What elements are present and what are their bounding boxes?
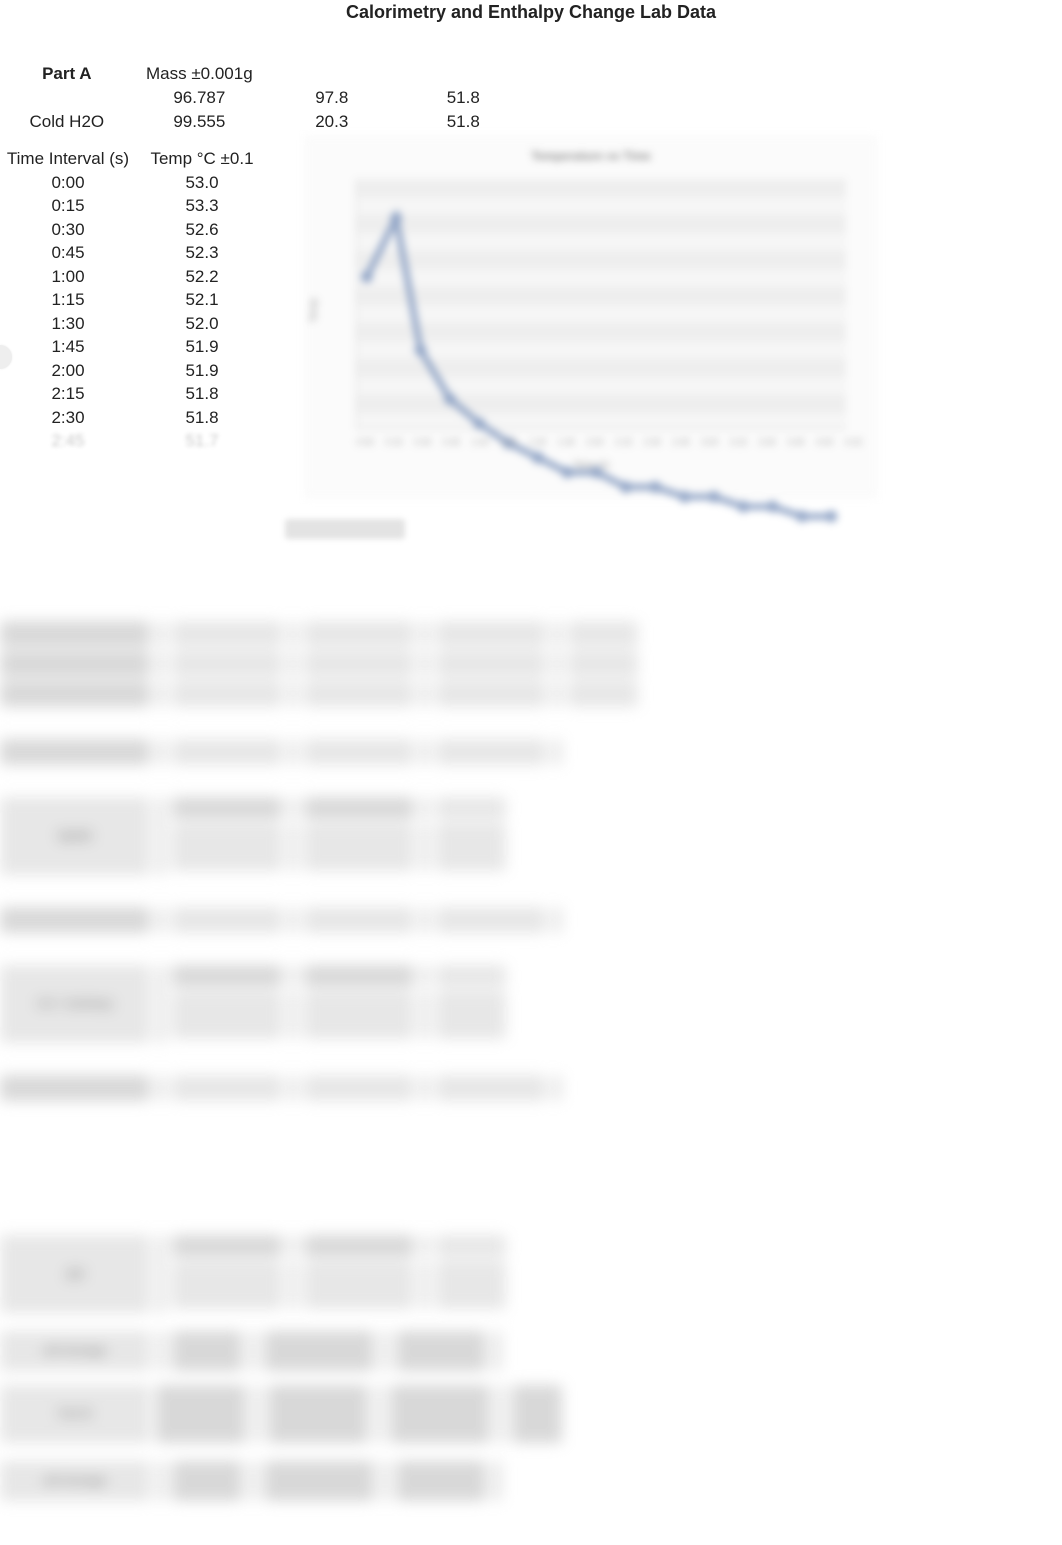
table-cell: 1:45 — [2, 336, 134, 358]
chart-title: Temperature vs Time — [306, 137, 876, 169]
blur-label: ΔH Average — [0, 1331, 150, 1371]
mass-table-header: Part A — [2, 63, 132, 85]
blur-label: HCl + NaOH(aq) — [0, 965, 150, 1043]
table-cell: 52.1 — [136, 289, 268, 311]
table-cell: 51.8 — [136, 383, 268, 405]
table-cell: 51.8 — [136, 407, 268, 429]
table-cell: 51.8 — [399, 87, 529, 109]
chart-plot-area: 0:000:150:300:451:001:151:301:452:002:15… — [356, 179, 846, 430]
table-header: Temp °C ±0.1 — [136, 148, 268, 170]
blur-label: Part B — [0, 1385, 150, 1443]
table-cell: 51.8 — [399, 111, 529, 133]
table-cell: 52.0 — [136, 313, 268, 335]
table-cell: 0:15 — [2, 195, 134, 217]
table-cell: 0:45 — [2, 242, 134, 264]
table-cell: 97.8 — [267, 87, 396, 109]
temp-vs-time-chart: Temperature vs Time Temp 0:000:150:300:4… — [305, 136, 877, 498]
table-header: Time Interval (s) — [2, 148, 134, 170]
mass-table-header — [399, 63, 529, 85]
table-cell: 53.3 — [136, 195, 268, 217]
time-temp-table: Time Interval (s) Temp °C ±0.1 0:0053.00… — [0, 146, 270, 454]
table-cell: 20.3 — [267, 111, 396, 133]
table-cell: 51.9 — [136, 360, 268, 382]
table-cell: 52.2 — [136, 266, 268, 288]
mass-table-header: Mass ±0.001g — [134, 63, 265, 85]
table-cell: 96.787 — [134, 87, 265, 109]
table-cell: 51.9 — [136, 336, 268, 358]
blur-label: ΔH — [0, 1235, 150, 1313]
mass-table-header — [267, 63, 396, 85]
table-cell: 51.7 — [136, 430, 268, 452]
table-cell: 1:15 — [2, 289, 134, 311]
blur-label: NaOH — [0, 797, 150, 875]
table-cell: 2:45 — [2, 430, 134, 452]
table-cell: 1:30 — [2, 313, 134, 335]
chart-ylabel: Temp — [309, 298, 320, 322]
table-cell: 0:00 — [2, 172, 134, 194]
table-cell: 1:00 — [2, 266, 134, 288]
table-cell: 53.0 — [136, 172, 268, 194]
table-cell: 52.3 — [136, 242, 268, 264]
blurred-section-1: NaOH HCl + NaOH(aq) — [0, 621, 1062, 1101]
table-cell: 2:15 — [2, 383, 134, 405]
mass-table: Part A Mass ±0.001g 96.787 97.8 51.8 Col… — [0, 61, 530, 135]
blur-label: ΔH Average — [0, 1461, 150, 1501]
table-cell: 2:00 — [2, 360, 134, 382]
blurred-section-2: ΔH ΔH Average Part B — [0, 1235, 1062, 1501]
table-cell: 99.555 — [134, 111, 265, 133]
table-cell: 52.6 — [136, 219, 268, 241]
page-title: Calorimetry and Enthalpy Change Lab Data — [0, 0, 1062, 31]
table-cell: Cold H2O — [2, 111, 132, 133]
table-cell — [2, 87, 132, 109]
table-cell: 0:30 — [2, 219, 134, 241]
blur-bar — [285, 519, 405, 539]
table-cell: 2:30 — [2, 407, 134, 429]
